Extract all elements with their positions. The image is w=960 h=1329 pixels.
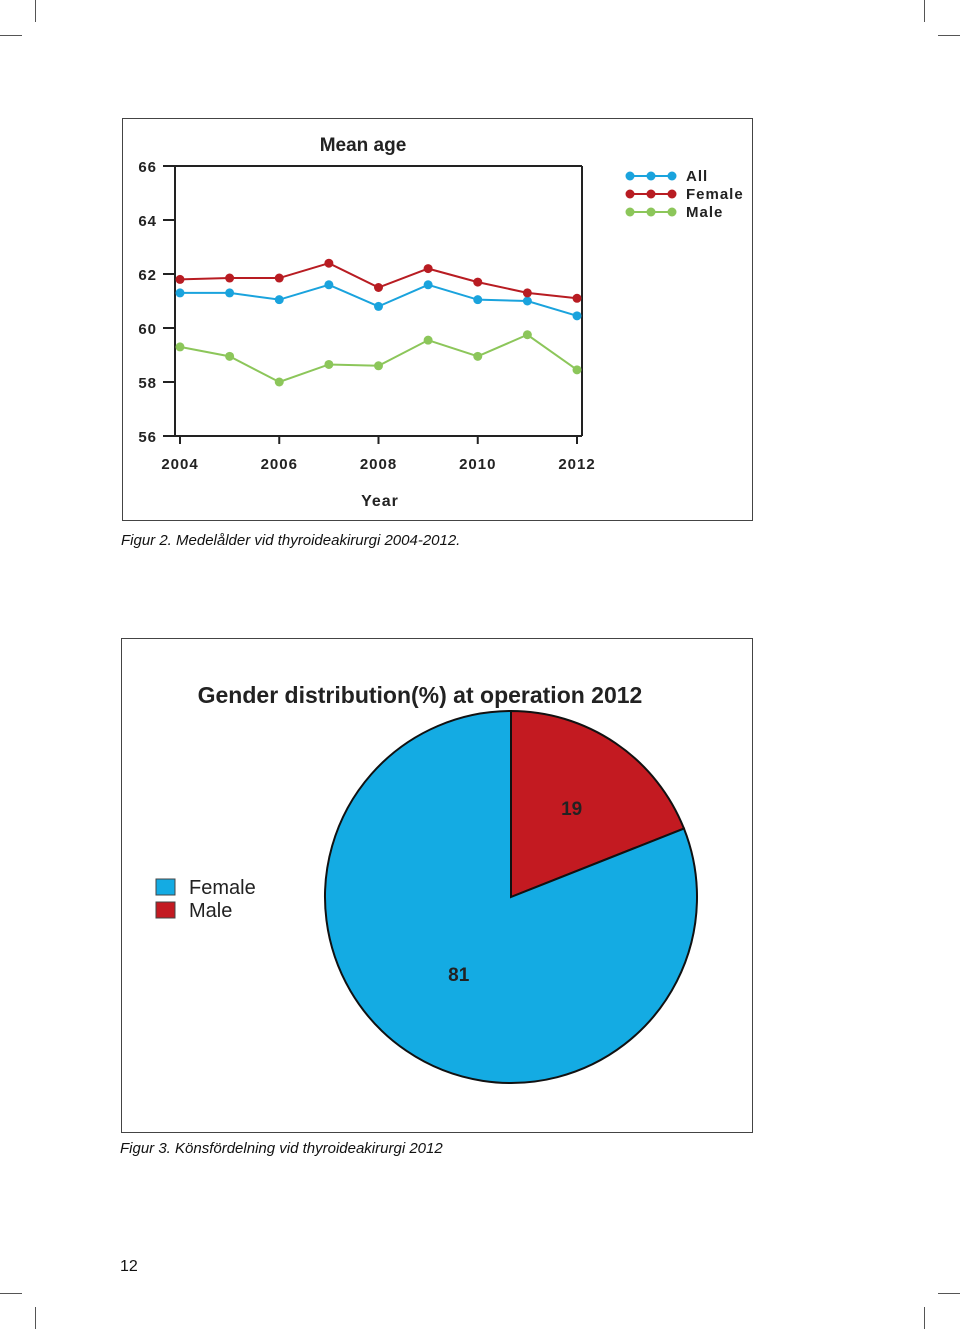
crop-mark (35, 1307, 36, 1329)
pie-legend-swatch-female (155, 878, 176, 896)
crop-mark (0, 1293, 22, 1294)
data-point-all (572, 311, 582, 321)
page-number: 12 (120, 1258, 138, 1275)
data-point-female (473, 277, 483, 287)
crop-mark (924, 0, 925, 22)
data-point-male (473, 351, 483, 361)
data-point-male (572, 365, 582, 375)
data-point-all (274, 295, 284, 305)
y-tick-label: 64 (138, 213, 157, 230)
y-tick-label: 58 (138, 375, 157, 392)
data-point-all (374, 301, 383, 311)
legend-marker-all (646, 171, 656, 181)
pie-slice-male (510, 709, 686, 899)
legend-label-male: Male (686, 204, 723, 221)
x-tick-label: 2010 (459, 456, 496, 473)
data-point-male (423, 335, 433, 345)
mean-age-line-chart: Mean age 56 58 60 62 64 66 2004 2006 2008 2010 20… (138, 135, 744, 510)
legend-marker-male (667, 207, 677, 217)
legend-label-female: Female (686, 186, 744, 203)
figure-3-caption: Figur 3. Könsfördelning vid thyroideakir… (120, 1140, 443, 1157)
x-tick-label: 2006 (261, 456, 298, 473)
data-point-male (175, 342, 185, 352)
data-point-female (324, 258, 334, 268)
figure-2-caption: Figur 2. Medelålder vid thyroideakirurgi… (121, 532, 461, 549)
crop-mark (0, 35, 22, 36)
pie-legend-label-female: Female (189, 877, 256, 899)
data-point-male (225, 351, 235, 361)
data-point-female (175, 274, 185, 284)
gender-pie-chart: Gender distribution(%) at operation 2012… (155, 682, 698, 1084)
pie-value-label-male: 19 (561, 799, 582, 820)
data-point-male (274, 377, 284, 387)
line-chart-frame (122, 118, 753, 521)
data-point-male (522, 330, 532, 340)
data-point-female (374, 283, 383, 292)
pie-chart-title: Gender distribution(%) at operation 2012 (198, 682, 643, 708)
legend-marker-female (646, 189, 656, 199)
data-point-all (175, 288, 185, 298)
data-point-all (473, 295, 483, 305)
x-tick-label: 2008 (360, 456, 397, 473)
y-tick-label: 56 (138, 429, 157, 446)
data-point-female (423, 264, 433, 274)
x-tick-label: 2004 (161, 456, 198, 473)
y-tick-label: 60 (138, 321, 157, 338)
data-point-male (324, 359, 334, 369)
pie-legend-label-male: Male (189, 900, 232, 922)
data-point-all (423, 280, 433, 290)
data-point-male (374, 361, 383, 371)
legend-marker-all (625, 171, 635, 181)
data-point-all (225, 288, 235, 298)
pie-slice-female (324, 709, 698, 1084)
chart-title: Mean age (320, 135, 407, 156)
legend-marker-male (625, 207, 635, 217)
legend-marker-all (667, 171, 677, 181)
x-tick-label: 2012 (558, 456, 595, 473)
x-axis-label: Year (361, 493, 399, 510)
data-point-female (225, 273, 235, 283)
legend-marker-male (646, 207, 656, 217)
data-point-all (522, 296, 532, 306)
y-tick-label: 66 (138, 159, 157, 176)
legend-marker-female (625, 189, 635, 199)
pie-legend-swatch-male (155, 901, 176, 919)
pie-value-label-female: 81 (448, 965, 470, 986)
data-point-female (522, 288, 532, 298)
crop-mark (938, 35, 960, 36)
legend-marker-female (667, 189, 677, 199)
legend-label-all: All (686, 168, 708, 185)
data-point-female (572, 293, 582, 303)
data-point-all (324, 280, 334, 290)
crop-mark (924, 1307, 925, 1329)
y-tick-label: 62 (138, 267, 157, 284)
crop-mark (938, 1293, 960, 1294)
data-point-female (274, 273, 284, 283)
crop-mark (35, 0, 36, 22)
